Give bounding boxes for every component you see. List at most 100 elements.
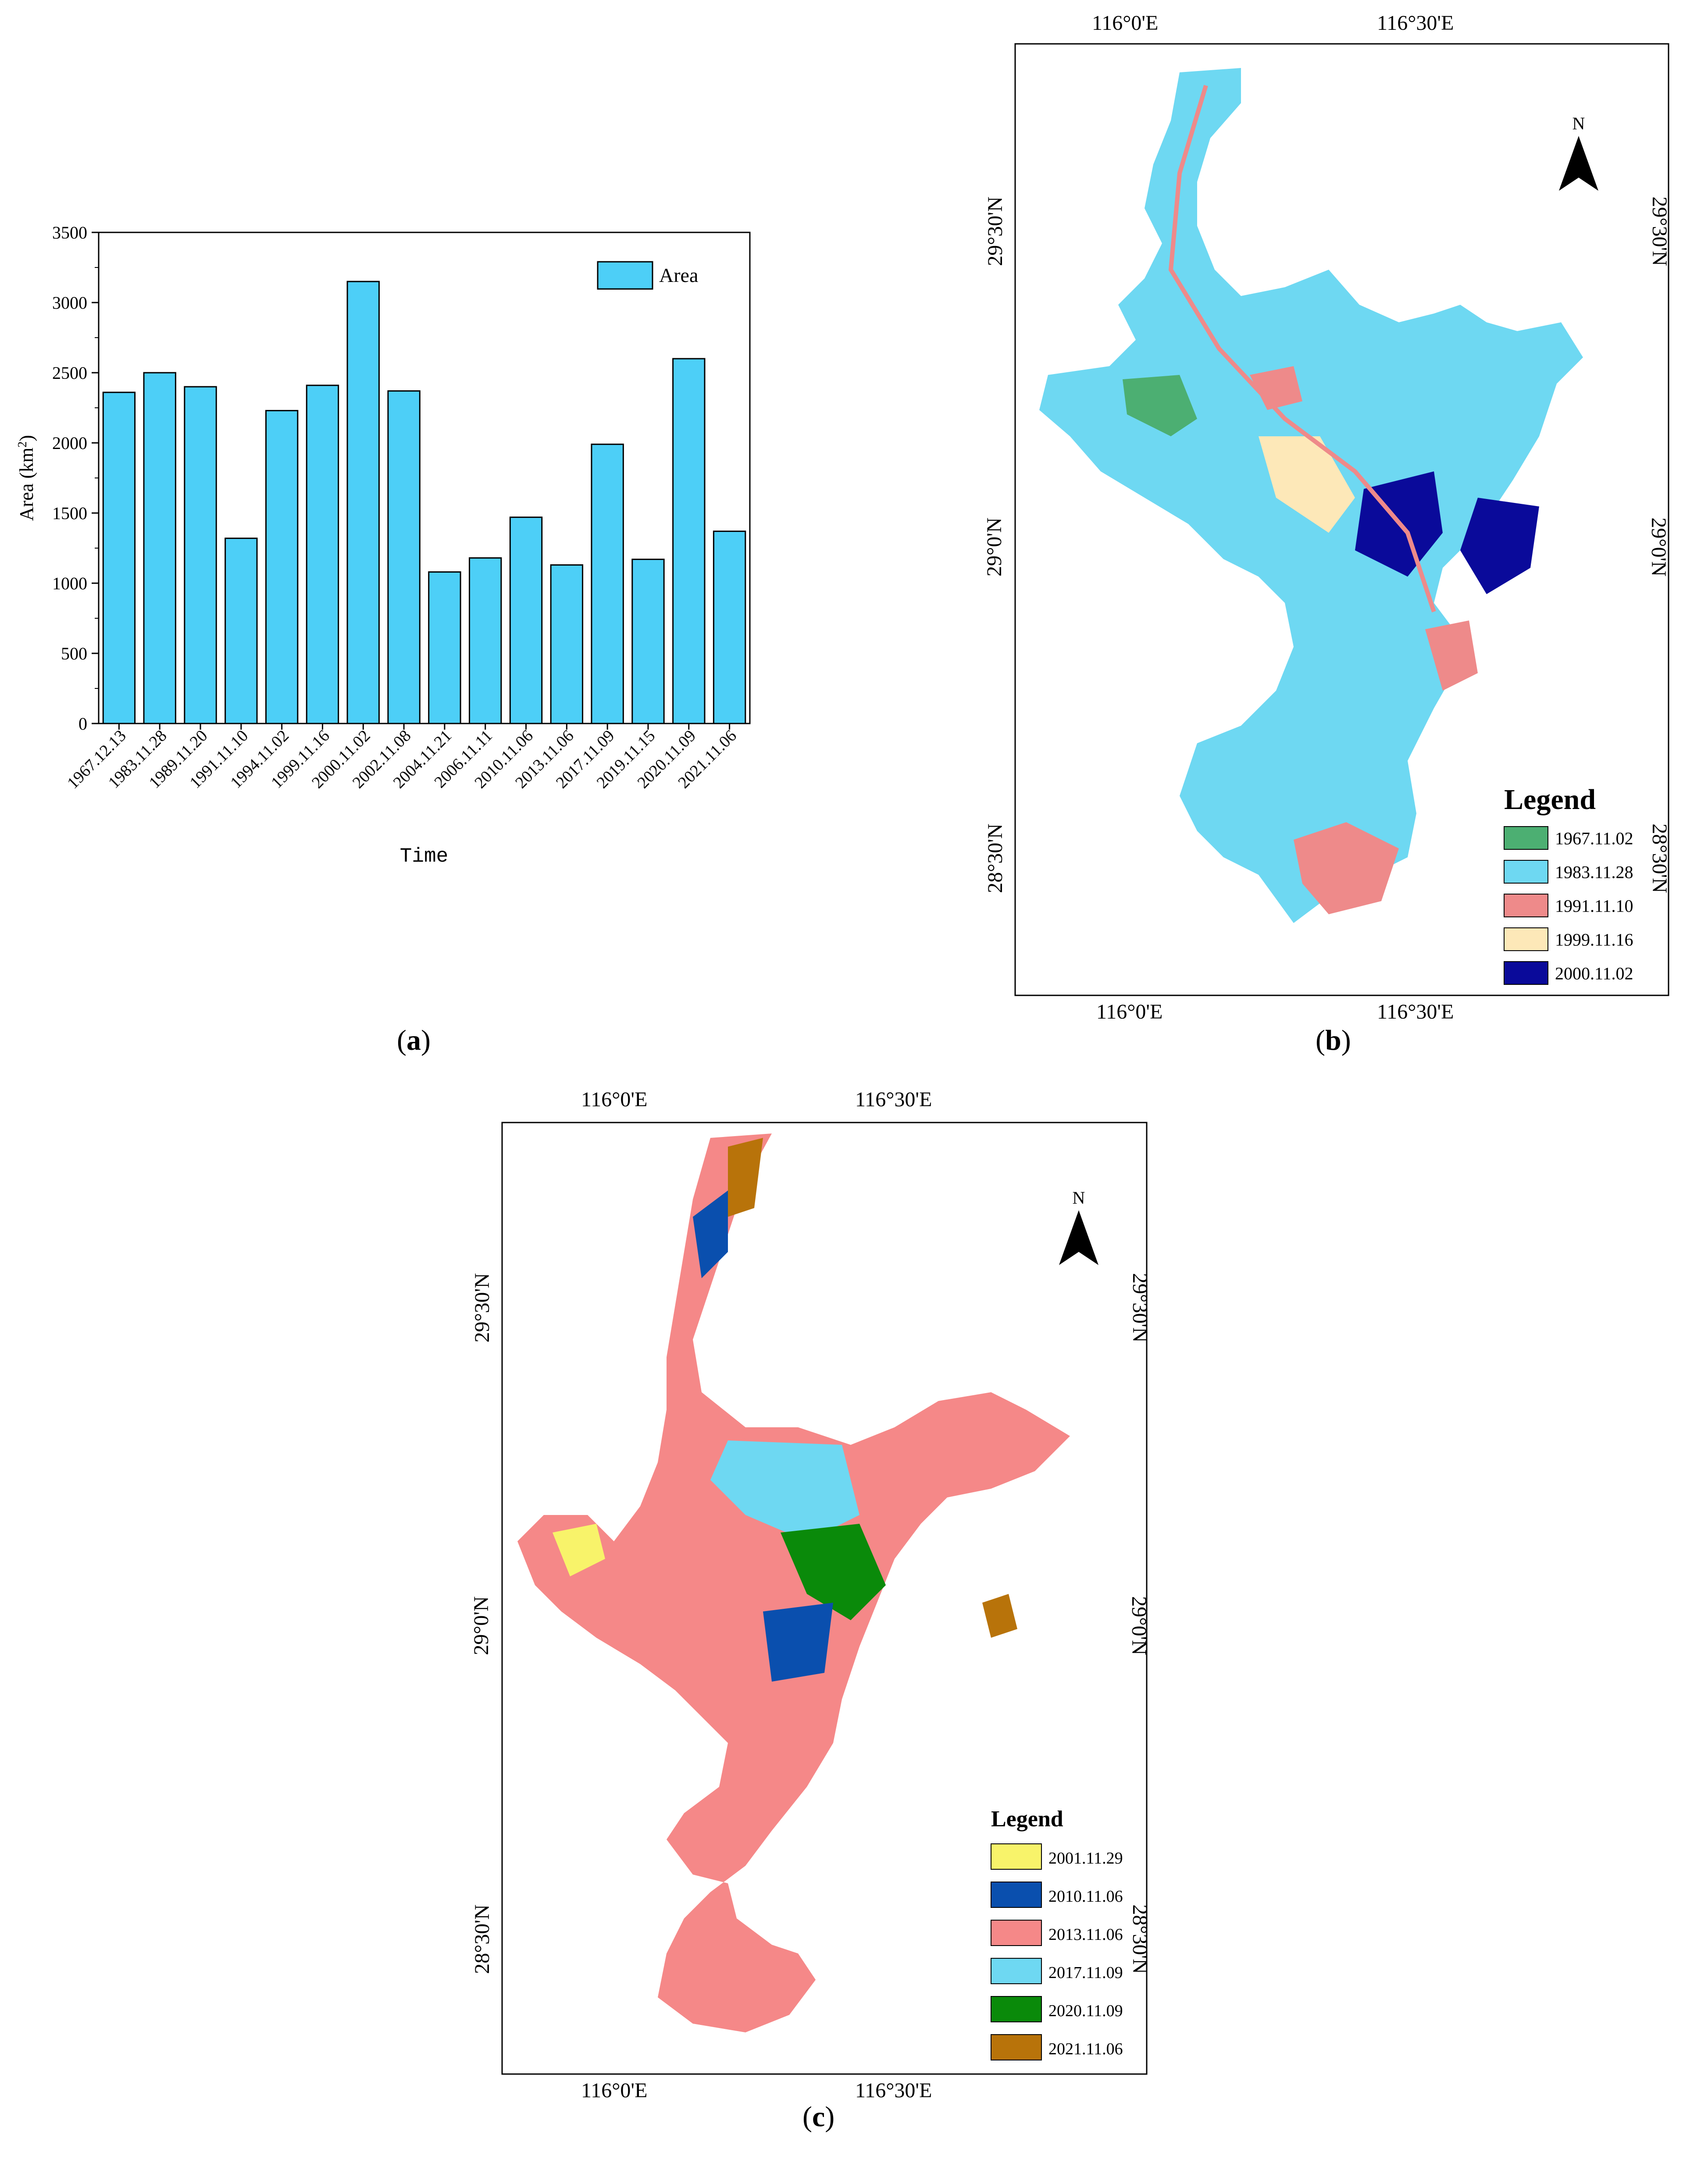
- map-b-lat-right-3: 28°30'N: [1647, 823, 1671, 893]
- map-b-lat-left-2: 29°0'N: [982, 517, 1006, 577]
- bar-1994.11.02: [265, 410, 299, 724]
- bar-2017.11.09: [591, 443, 624, 724]
- map-legend: Legend 2001.11.29 2010.11.06 2013.11.06 201…: [991, 1807, 1123, 2060]
- lake-region-2021-east: [982, 1594, 1017, 1638]
- map-legend: Legend 1967.11.02 1983.11.28 1991.11.10 199…: [1504, 784, 1633, 985]
- legend-swatch: [1504, 894, 1548, 917]
- svg-text:N: N: [1073, 1188, 1085, 1208]
- lake-region-1991-east: [1425, 620, 1478, 691]
- bar-2004.11.21: [428, 571, 461, 724]
- legend-swatch: [991, 1882, 1042, 1908]
- map-b-lon-bottom-2: 116°30'E: [1377, 1000, 1454, 1023]
- panel-label-c: (c): [802, 2101, 835, 2133]
- bar-2021.11.06: [713, 531, 746, 724]
- map-b-lat-left-3: 28°30'N: [983, 823, 1007, 893]
- legend-label: 2000.11.02: [1555, 964, 1633, 984]
- lake-region-1991-north: [1250, 366, 1302, 410]
- map-c-lon-top-1: 116°0'E: [581, 1088, 648, 1111]
- lake-region-2017: [710, 1440, 859, 1541]
- y-tick-label: 0: [78, 714, 87, 734]
- lake-region-2010: [763, 1603, 833, 1682]
- y-tick-label: 500: [61, 644, 87, 663]
- lake-region-2021: [728, 1138, 763, 1217]
- map-c-lat-right-1: 29°30'N: [1128, 1273, 1152, 1343]
- lake-map: [1039, 68, 1583, 923]
- lake-region-1991: [1294, 822, 1399, 914]
- bar-1991.11.10: [225, 538, 258, 724]
- legend-label: 1991.11.10: [1555, 896, 1633, 916]
- y-tick-label: 3000: [52, 293, 87, 313]
- lake-region-1967: [1123, 375, 1197, 436]
- legend-swatch: [991, 1958, 1042, 1984]
- map-b-lon-bottom-1: 116°0'E: [1096, 1000, 1163, 1023]
- svg-text:N: N: [1573, 114, 1585, 133]
- y-tick-label: 2500: [52, 363, 87, 383]
- y-axis-label: Area (km2): [16, 435, 38, 521]
- legend-label: 2010.11.06: [1048, 1887, 1123, 1906]
- map-c-lon-bottom-1: 116°0'E: [581, 2079, 648, 2102]
- y-tick-label: 3500: [52, 223, 87, 242]
- map-c-lat-right-2: 29°0'N: [1127, 1596, 1151, 1655]
- map-b-lat-left-1: 29°30'N: [983, 196, 1007, 266]
- bar-1999.11.16: [306, 385, 339, 724]
- map-c-lon-bottom-2: 116°30'E: [855, 2079, 932, 2102]
- bar-2020.11.09: [672, 358, 706, 724]
- legend-label: 1983.11.28: [1555, 863, 1633, 882]
- legend-label: 1999.11.16: [1555, 930, 1633, 950]
- map-b-lon-top-1: 116°0'E: [1092, 11, 1159, 35]
- map-b-lat-right-1: 29°30'N: [1647, 196, 1671, 266]
- lake-region-2013: [517, 1133, 1070, 2032]
- map-c-lat-left-2: 29°0'N: [469, 1596, 493, 1655]
- legend-swatch: [991, 2034, 1042, 2060]
- lake-region-1999: [1259, 436, 1355, 533]
- legend-label: 2001.11.29: [1048, 1849, 1123, 1868]
- map-panel-b: N Legend 1967.11.02 1983.11.28 1991.11.10 1…: [1014, 43, 1669, 996]
- y-tick-label: 2000: [52, 433, 87, 453]
- map-b-lat-right-2: 29°0'N: [1647, 517, 1670, 577]
- bar-1983.11.28: [143, 372, 176, 724]
- legend-swatch: [991, 1920, 1042, 1946]
- legend-swatch: [1504, 961, 1548, 985]
- bar-2006.11.11: [469, 557, 502, 724]
- x-axis-label: Time: [400, 845, 448, 868]
- legend-swatch: [1504, 826, 1548, 850]
- river-channel: [1168, 85, 1436, 613]
- legend-swatch: [991, 1996, 1042, 2022]
- y-tick-label: 1500: [52, 503, 87, 523]
- lake-region-2010-north: [693, 1190, 728, 1278]
- bar-2000.11.02: [346, 281, 380, 724]
- bar-2010.11.06: [509, 517, 543, 724]
- legend-label: 2013.11.06: [1048, 1925, 1123, 1944]
- panel-label-a: (a): [397, 1024, 431, 1056]
- map-panel-c: N Legend 2001.11.29 2010.11.06 2013.11.06 2…: [501, 1122, 1148, 2075]
- map-c-lon-top-2: 116°30'E: [855, 1088, 932, 1111]
- lake-map: [517, 1133, 1070, 2032]
- bar-2002.11.08: [387, 390, 421, 724]
- north-arrow-icon: N: [1559, 114, 1598, 191]
- lake-region-2001: [553, 1524, 605, 1576]
- bar-1989.11.20: [184, 386, 217, 724]
- panel-label-b: (b): [1316, 1024, 1351, 1056]
- legend-label: 2017.11.09: [1048, 1964, 1123, 1982]
- legend-title: Legend: [991, 1807, 1063, 1832]
- map-c-lat-left-1: 29°30'N: [470, 1273, 494, 1343]
- legend-label: 2020.11.09: [1048, 2002, 1123, 2020]
- y-tick-label: 1000: [52, 574, 87, 593]
- north-arrow-icon: N: [1059, 1188, 1098, 1265]
- lake-region-2000-east: [1460, 498, 1539, 594]
- legend-swatch: [1504, 927, 1548, 951]
- bar-1967.12.13: [102, 392, 136, 724]
- legend-label: Area: [659, 264, 698, 286]
- map-b-lon-top-2: 116°30'E: [1377, 11, 1454, 35]
- map-c-lat-right-3: 28°30'N: [1128, 1904, 1152, 1974]
- legend-swatch: [991, 1843, 1042, 1870]
- legend-label: 2021.11.06: [1048, 2040, 1123, 2058]
- legend-swatch: [597, 261, 653, 290]
- bar-2019.11.15: [631, 559, 665, 724]
- legend-label: 1967.11.02: [1555, 829, 1633, 848]
- map-c-lat-left-3: 28°30'N: [470, 1904, 494, 1974]
- legend-swatch: [1504, 860, 1548, 884]
- lake-region-2020: [781, 1524, 886, 1620]
- legend-title: Legend: [1504, 784, 1596, 816]
